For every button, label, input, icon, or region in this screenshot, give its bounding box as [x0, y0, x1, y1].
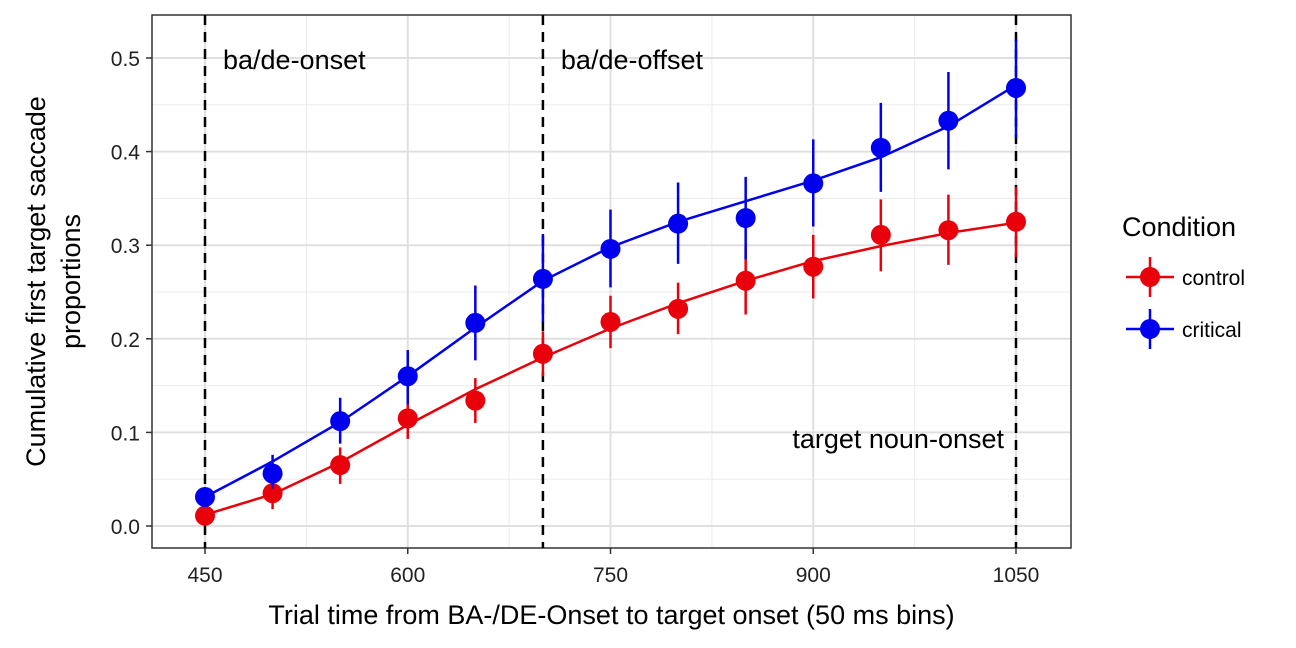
point-marker: [938, 220, 959, 241]
point-marker: [735, 208, 756, 229]
point-marker: [195, 505, 215, 526]
legend-key-marker: [1140, 319, 1160, 339]
data-points: [195, 39, 1026, 526]
point-critical-450: [195, 486, 215, 507]
annotations: ba/de-onset ba/de-offset target noun-onset: [223, 45, 1004, 454]
legend-label: control: [1182, 267, 1245, 290]
point-marker: [465, 312, 486, 333]
y-tick-label: 0.0: [111, 516, 140, 539]
plot-panel-border: [151, 14, 1072, 549]
legend-items: control critical: [1126, 257, 1245, 349]
annotation-2: target noun-onset: [792, 424, 1004, 454]
point-marker: [938, 110, 959, 131]
point-marker: [532, 343, 553, 364]
point-marker: [397, 408, 418, 429]
y-axis-title-line-1: Cumulative first target saccade: [21, 96, 51, 467]
point-control-900: [803, 234, 824, 299]
point-marker: [1006, 211, 1026, 232]
x-tick-label: 750: [593, 564, 628, 587]
point-control-450: [195, 505, 215, 526]
y-tick-label: 0.5: [111, 48, 140, 71]
point-control-750: [600, 295, 621, 349]
point-marker: [262, 463, 283, 484]
point-control-1000: [938, 194, 959, 265]
point-control-550: [330, 447, 351, 484]
point-control-1050: [1006, 187, 1026, 258]
point-marker: [735, 270, 756, 291]
point-marker: [195, 486, 215, 507]
point-marker: [330, 455, 351, 476]
annotation-0: ba/de-onset: [223, 45, 366, 75]
point-critical-850: [735, 176, 756, 260]
point-critical-700: [532, 233, 553, 322]
legend-key-marker: [1140, 267, 1160, 287]
y-tick-label: 0.3: [111, 235, 140, 258]
point-critical-750: [600, 209, 621, 288]
point-critical-650: [465, 285, 486, 361]
x-tick-label: 600: [390, 564, 425, 587]
point-marker: [600, 238, 621, 259]
point-critical-500: [262, 454, 283, 489]
legend-title: Condition: [1122, 212, 1236, 242]
point-control-950: [870, 199, 891, 272]
point-control-700: [532, 331, 553, 377]
point-critical-900: [803, 139, 824, 227]
x-tick-label: 1050: [993, 564, 1040, 587]
point-control-800: [668, 282, 689, 335]
point-marker: [532, 268, 553, 289]
annotation-1: ba/de-offset: [561, 45, 704, 75]
legend-item-control: control: [1126, 257, 1245, 297]
y-axis-ticks: 0.0 0.1 0.2 0.3 0.4 0.5: [111, 48, 152, 539]
y-tick-label: 0.4: [111, 142, 141, 165]
legend-label: critical: [1182, 319, 1242, 342]
point-marker: [668, 298, 689, 319]
legend: Condition control critical: [1122, 212, 1245, 349]
point-marker: [600, 311, 621, 332]
point-critical-950: [870, 102, 891, 192]
point-marker: [870, 137, 891, 158]
point-marker: [262, 483, 283, 504]
point-marker: [1006, 77, 1026, 98]
point-marker: [668, 213, 689, 234]
point-marker: [330, 411, 351, 432]
point-marker: [803, 256, 824, 277]
point-marker: [803, 173, 824, 194]
legend-item-critical: critical: [1126, 309, 1242, 349]
point-critical-800: [668, 182, 689, 264]
point-marker: [465, 390, 486, 411]
point-critical-550: [330, 397, 351, 444]
point-control-650: [465, 378, 486, 424]
y-axis-title-line-2: proportions: [56, 214, 86, 349]
point-critical-600: [397, 350, 418, 405]
x-axis-title: Trial time from BA-/DE-Onset to target o…: [268, 600, 954, 630]
point-marker: [870, 224, 891, 245]
x-tick-label: 450: [187, 564, 222, 587]
point-critical-1050: [1006, 39, 1026, 138]
y-tick-label: 0.2: [111, 329, 140, 352]
y-tick-label: 0.1: [111, 422, 140, 445]
point-critical-1000: [938, 72, 959, 170]
x-tick-label: 900: [796, 564, 831, 587]
x-axis-ticks: 450 600 750 900 1050: [187, 548, 1039, 587]
point-marker: [397, 366, 418, 387]
